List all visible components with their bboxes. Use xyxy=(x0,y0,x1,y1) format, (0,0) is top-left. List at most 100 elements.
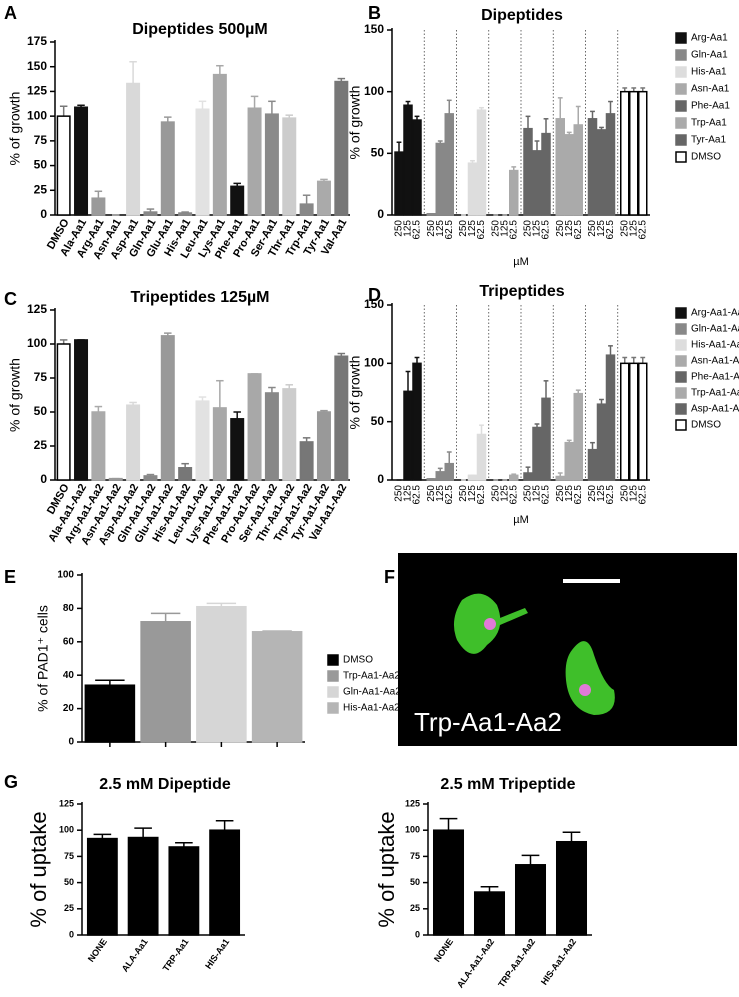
x-tick-label: 62.5 xyxy=(476,485,487,505)
bar xyxy=(476,433,487,481)
bar xyxy=(403,104,413,216)
bar xyxy=(334,80,349,216)
x-tick-label: 62.5 xyxy=(476,220,487,240)
legend-label: Phe-Aa1-Aa2 xyxy=(691,372,739,383)
bar xyxy=(564,441,574,481)
x-tick-label: 250 xyxy=(394,485,405,502)
x-tick-label: ALA-Aa1-Aa2 xyxy=(455,937,496,990)
legend-label: Trp-Aa1-Aa2- xyxy=(343,671,403,682)
bar xyxy=(316,411,331,481)
bar xyxy=(620,90,630,216)
legend-swatch xyxy=(675,151,687,163)
y-tick-label: 125 xyxy=(27,84,47,98)
bar xyxy=(127,836,159,936)
x-tick-label: 62.5 xyxy=(444,220,455,240)
y-tick-label: 100 xyxy=(27,336,47,350)
bar xyxy=(541,397,551,481)
y-tick-label: 50 xyxy=(410,877,420,887)
bar xyxy=(247,373,262,481)
y-tick-label: 25 xyxy=(64,903,74,913)
y-tick-label: 60 xyxy=(63,636,75,647)
legend-swatch xyxy=(675,66,687,78)
x-tick-label: 125 xyxy=(628,220,639,237)
bar xyxy=(299,441,314,481)
y-tick-label: 100 xyxy=(27,108,47,122)
bar xyxy=(56,343,71,481)
legend-label: His-Aa1-Aa2- xyxy=(343,703,403,714)
x-tick-label: HIS-Aa1-Aa2 xyxy=(539,937,578,987)
x-tick-label: 250 xyxy=(458,220,469,237)
bar xyxy=(555,840,588,936)
bar xyxy=(84,684,136,743)
bar xyxy=(605,113,616,216)
chart-title: 2.5 mM Dipeptide xyxy=(99,776,231,793)
bar xyxy=(596,129,607,216)
x-axis-label: µM xyxy=(513,256,529,268)
panel-label: F xyxy=(384,567,395,587)
panel-label: D xyxy=(368,285,381,305)
legend-label: Phe-Aa1 xyxy=(691,101,730,112)
bar xyxy=(573,124,583,216)
x-tick-label: 125 xyxy=(564,485,575,502)
x-tick-label: 125 xyxy=(564,220,575,237)
x-tick-label: 62.5 xyxy=(444,485,455,505)
bar xyxy=(573,392,583,481)
y-tick-label: 25 xyxy=(34,182,48,196)
y-tick-label: 50 xyxy=(34,158,48,172)
legend-swatch xyxy=(675,307,687,319)
y-axis-label: % of uptake xyxy=(374,811,399,927)
bar xyxy=(334,355,349,481)
y-tick-label: 75 xyxy=(34,370,48,384)
x-tick-label: 125 xyxy=(435,220,446,237)
chart-title: Dipeptides 500µM xyxy=(132,21,267,38)
legend-swatch xyxy=(675,49,687,61)
bar xyxy=(555,118,565,216)
cell xyxy=(495,608,528,625)
bar xyxy=(532,150,542,216)
x-tick-label: 125 xyxy=(435,485,446,502)
bar xyxy=(629,90,639,216)
x-tick-label: 62.5 xyxy=(605,220,616,240)
bar xyxy=(140,621,191,743)
bar xyxy=(264,392,279,481)
bar xyxy=(605,354,616,481)
x-tick-label: 250 xyxy=(490,485,501,502)
legend-label: Asp-Aa1-Aa2 xyxy=(691,404,739,415)
bar xyxy=(555,475,565,481)
x-tick-label: 125 xyxy=(532,485,543,502)
y-axis-label: % of PAD1⁺ cells xyxy=(35,605,51,712)
bar xyxy=(473,891,506,936)
y-tick-label: 80 xyxy=(63,603,75,614)
x-tick-label: 62.5 xyxy=(637,220,648,240)
chart-title: Tripeptides xyxy=(479,283,564,300)
legend-swatch xyxy=(675,339,687,351)
cell xyxy=(565,641,615,715)
bar xyxy=(126,404,141,481)
legend-swatch xyxy=(327,654,339,666)
bar xyxy=(178,212,193,216)
legend-swatch xyxy=(675,323,687,335)
y-tick-label: 125 xyxy=(27,302,47,316)
bar xyxy=(143,211,158,216)
bar xyxy=(467,474,478,481)
y-tick-label: 25 xyxy=(34,438,48,452)
y-tick-label: 25 xyxy=(410,903,420,913)
y-axis-label: % of growth xyxy=(7,92,23,166)
x-tick-label: 250 xyxy=(587,220,598,237)
y-axis-label: % of growth xyxy=(347,86,363,160)
legend-label: His-Aa1-Aa2 xyxy=(691,340,739,351)
x-tick-label: 250 xyxy=(426,485,437,502)
legend-label: Gln-Aa1-Aa2- xyxy=(343,687,404,698)
x-tick-label: 62.5 xyxy=(573,220,584,240)
y-tick-label: 50 xyxy=(371,146,385,160)
legend-swatch xyxy=(327,686,339,698)
bar xyxy=(432,829,465,936)
y-tick-label: 75 xyxy=(64,851,74,861)
y-tick-label: 20 xyxy=(63,703,75,714)
x-tick-label: 62.5 xyxy=(412,485,423,505)
bar xyxy=(195,400,210,481)
bar xyxy=(251,631,303,743)
bar xyxy=(264,113,279,216)
chart-title: Dipeptides xyxy=(481,7,563,24)
